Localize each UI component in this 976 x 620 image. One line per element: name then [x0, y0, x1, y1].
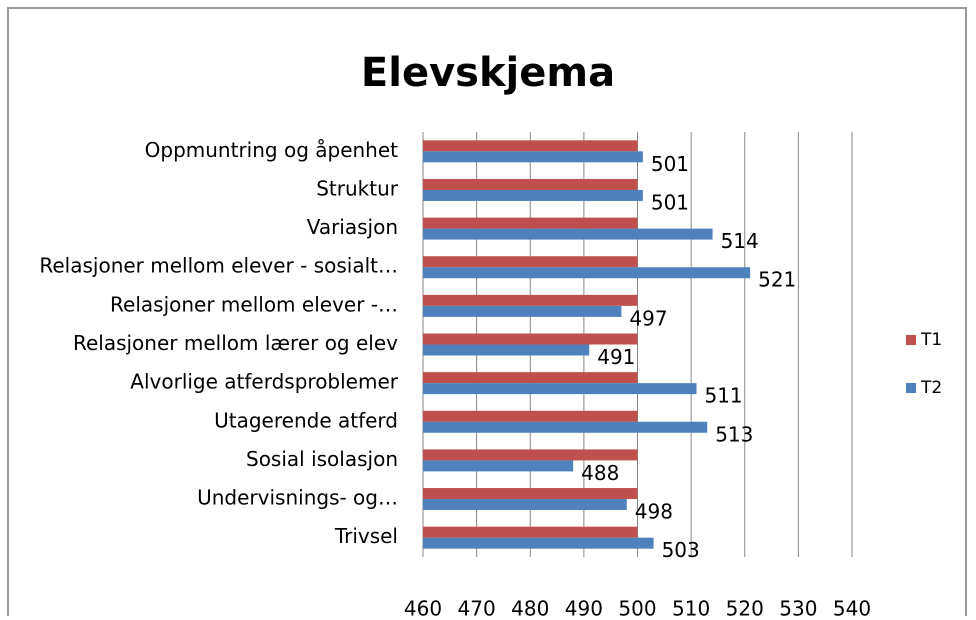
bar — [423, 151, 643, 163]
y-tick-label: Relasjoner mellom elever - sosialt… — [39, 254, 398, 278]
data-label: 521 — [758, 268, 796, 292]
bar — [423, 421, 708, 433]
data-label: 488 — [581, 461, 619, 485]
bar — [423, 228, 713, 240]
data-label: 514 — [721, 229, 759, 253]
x-tick-label: 520 — [726, 597, 764, 617]
bar — [423, 372, 638, 384]
x-tick-label: 470 — [458, 597, 496, 617]
bar — [423, 256, 638, 268]
y-tick-label: Relasjoner mellom elever -… — [110, 292, 398, 316]
bar — [423, 499, 627, 511]
y-tick-label: Sosial isolasjon — [246, 447, 398, 471]
x-tick-label: 530 — [779, 597, 817, 617]
bar — [423, 526, 638, 538]
data-label: 513 — [715, 422, 753, 446]
bar — [423, 140, 638, 152]
x-tick-label: 480 — [511, 597, 549, 617]
x-tick-label: 540 — [833, 597, 871, 617]
y-tick-label: Utagerende atferd — [214, 408, 398, 432]
data-label: 501 — [651, 152, 689, 176]
bar — [423, 305, 622, 317]
x-tick-label: 510 — [672, 597, 710, 617]
x-tick-label: 500 — [618, 597, 656, 617]
bar — [423, 333, 638, 345]
y-tick-label: Variasjon — [307, 215, 398, 239]
bar — [423, 189, 643, 201]
x-tick-label: 460 — [404, 597, 442, 617]
bar — [423, 294, 638, 306]
bar — [423, 488, 638, 500]
legend-swatch — [906, 335, 916, 345]
y-tick-label: Trivsel — [334, 524, 398, 548]
y-tick-label: Undervisnings- og… — [197, 486, 398, 510]
x-tick-label: 490 — [565, 597, 603, 617]
y-tick-label: Relasjoner mellom lærer og elev — [73, 331, 398, 355]
legend-label: T1 — [920, 330, 942, 350]
bar — [423, 217, 638, 229]
data-label: 503 — [662, 538, 700, 562]
y-tick-label: Struktur — [316, 176, 399, 200]
bar — [423, 178, 638, 190]
bar — [423, 537, 654, 549]
legend-label: T2 — [920, 378, 942, 398]
data-label: 501 — [651, 190, 689, 214]
legend-swatch — [906, 383, 916, 393]
bar — [423, 344, 590, 356]
chart-title: Elevskjema — [361, 50, 615, 96]
bar — [423, 383, 697, 395]
y-tick-label: Alvorlige atferdsproblemer — [130, 370, 398, 394]
data-label: 498 — [635, 500, 673, 524]
data-label: 491 — [597, 345, 635, 369]
y-tick-label: Oppmuntring og åpenhet — [145, 138, 399, 162]
data-label: 511 — [704, 384, 742, 408]
data-label: 497 — [629, 306, 667, 330]
bar — [423, 267, 751, 279]
bar — [423, 449, 638, 461]
bar — [423, 460, 574, 472]
bar — [423, 410, 638, 422]
